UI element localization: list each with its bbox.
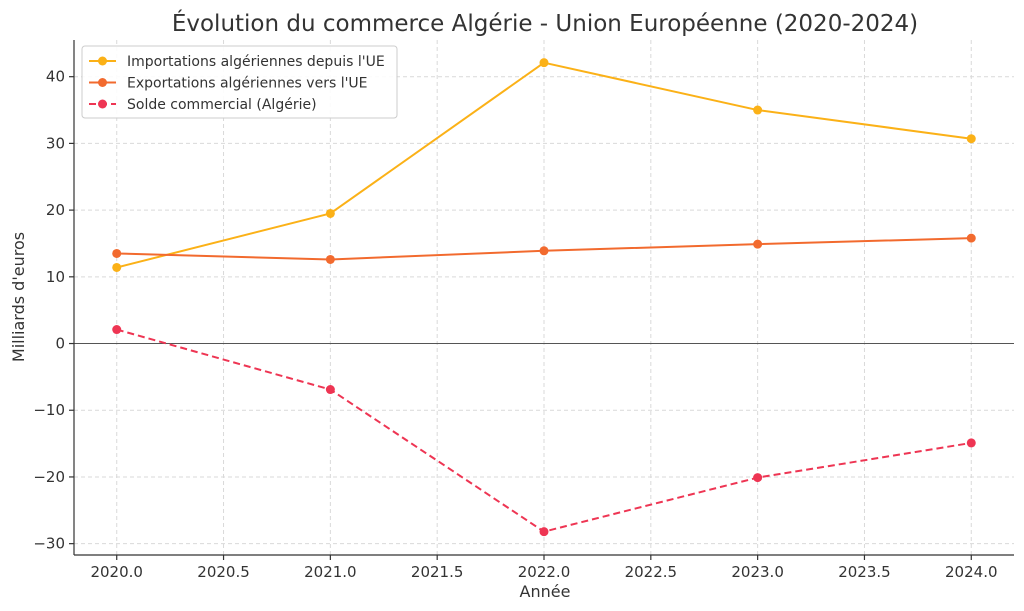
y-tick-label: −20 <box>33 468 65 486</box>
y-tick-label: 0 <box>55 335 65 353</box>
legend-box <box>81 45 398 119</box>
data-point <box>539 527 549 537</box>
data-point <box>539 246 549 256</box>
y-tick-label: 10 <box>46 268 65 286</box>
series-layer <box>112 58 976 537</box>
legend-entry-label: Exportations algériennes vers l'UE <box>127 76 368 92</box>
series-1 <box>112 58 976 272</box>
x-tick-label: 2023.0 <box>731 563 784 581</box>
data-point <box>966 233 976 243</box>
x-tick-label: 2023.5 <box>838 563 891 581</box>
data-point <box>325 208 335 218</box>
chart-title: Évolution du commerce Algérie - Union Eu… <box>172 9 918 37</box>
y-axis-ticks: −30 −20 −10 0 10 20 30 40 <box>33 68 74 553</box>
data-point <box>112 248 122 258</box>
y-tick-label: 40 <box>46 68 65 86</box>
data-point <box>112 325 122 335</box>
legend-entry-label: Importations algériennes depuis l'UE <box>127 54 385 70</box>
x-axis-ticks: 2020.0 2020.5 2021.0 2021.5 2022.0 2022.5 2023… <box>90 555 998 581</box>
data-point <box>112 262 122 272</box>
data-point <box>966 438 976 448</box>
series-line <box>116 328 972 533</box>
x-tick-label: 2020.0 <box>90 563 143 581</box>
data-point <box>753 105 763 115</box>
x-axis-label: Année <box>520 582 571 601</box>
x-tick-label: 2020.5 <box>197 563 250 581</box>
series-2 <box>112 233 976 264</box>
legend: Importations algériennes depuis l'UE Expo… <box>81 45 398 119</box>
y-tick-label: 30 <box>46 134 65 152</box>
legend-swatch-marker <box>98 56 107 66</box>
y-tick-label: −30 <box>33 535 65 553</box>
data-point <box>753 473 763 483</box>
x-tick-label: 2022.5 <box>625 563 678 581</box>
x-tick-label: 2024.0 <box>945 563 998 581</box>
data-point <box>325 385 335 395</box>
data-point <box>539 58 549 68</box>
y-axis-label: Milliards d'euros <box>9 232 28 362</box>
x-tick-label: 2022.0 <box>518 563 571 581</box>
x-tick-label: 2021.0 <box>304 563 357 581</box>
legend-entry-label: Solde commercial (Algérie) <box>127 97 317 113</box>
legend-swatch-marker <box>98 78 107 87</box>
y-tick-label: −10 <box>33 401 65 419</box>
data-point <box>753 239 763 249</box>
legend-swatch-marker <box>98 99 107 109</box>
series-3 <box>112 325 976 537</box>
x-tick-label: 2021.5 <box>411 563 464 581</box>
y-tick-label: 20 <box>46 201 65 219</box>
data-point <box>966 134 976 144</box>
data-point <box>325 254 335 264</box>
